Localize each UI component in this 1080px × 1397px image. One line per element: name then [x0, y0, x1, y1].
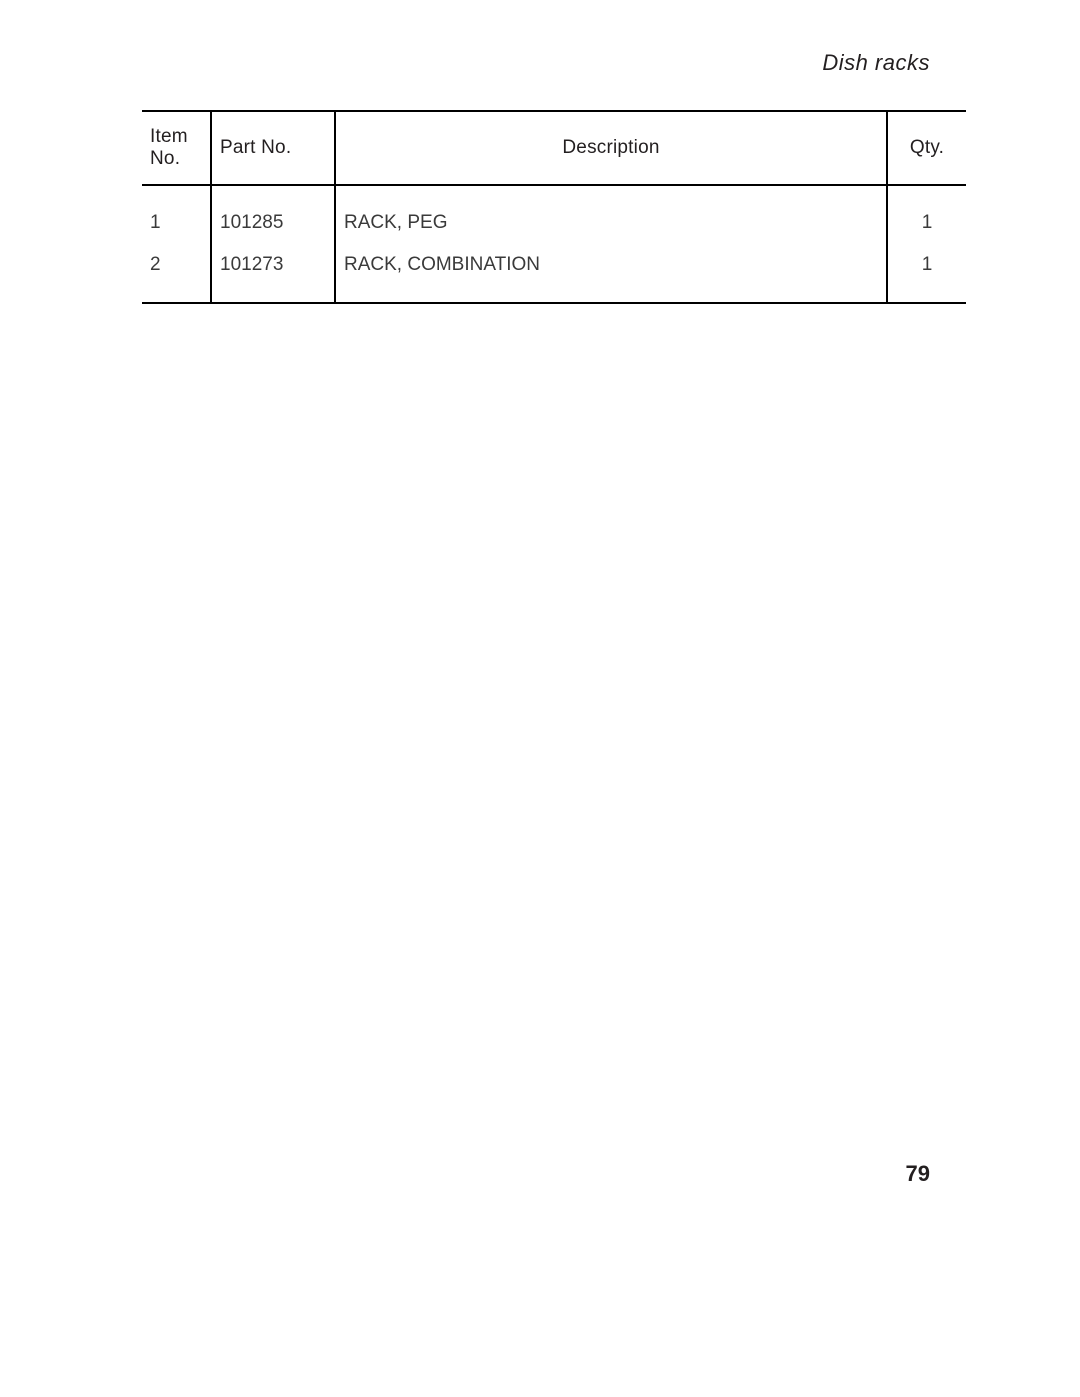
cell-part-no: 101285 [211, 185, 335, 244]
col-header-description: Description [335, 111, 887, 185]
section-title: Dish racks [822, 50, 930, 76]
col-header-part-no: Part No. [211, 111, 335, 185]
cell-qty: 1 [887, 244, 966, 303]
page-number: 79 [906, 1161, 930, 1187]
cell-item-no: 1 [142, 185, 211, 244]
cell-item-no: 2 [142, 244, 211, 303]
table-row: 1 101285 RACK, PEG 1 [142, 185, 966, 244]
cell-qty: 1 [887, 185, 966, 244]
table-header-row: Item No. Part No. Description Qty. [142, 111, 966, 185]
col-header-item-label-1: Item [150, 126, 188, 147]
col-header-item-no: Item No. [142, 111, 211, 185]
col-header-qty: Qty. [887, 111, 966, 185]
parts-table: Item No. Part No. Description Qty. 1 101… [142, 110, 966, 304]
cell-part-no: 101273 [211, 244, 335, 303]
page: Dish racks Item No. Part No. Description… [0, 0, 1080, 1397]
cell-description: RACK, COMBINATION [335, 244, 887, 303]
cell-description: RACK, PEG [335, 185, 887, 244]
col-header-item-label-2: No. [150, 148, 180, 169]
table-row: 2 101273 RACK, COMBINATION 1 [142, 244, 966, 303]
